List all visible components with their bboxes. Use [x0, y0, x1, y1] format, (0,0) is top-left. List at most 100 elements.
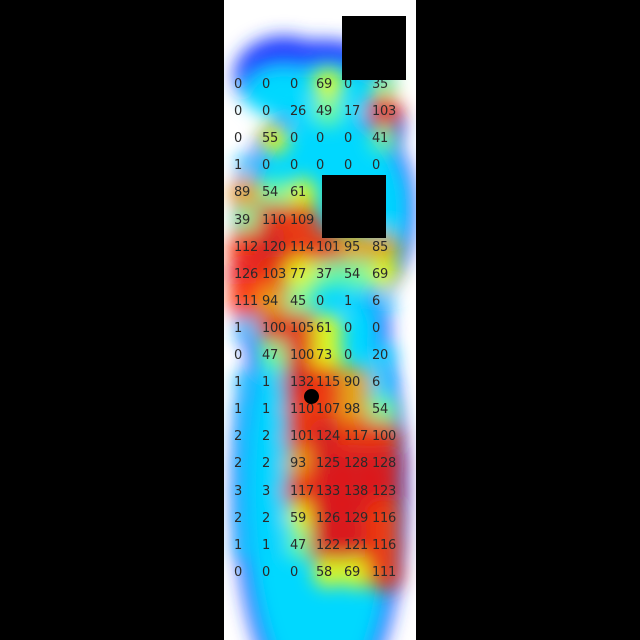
pressure-blob [340, 556, 372, 589]
pressure-value: 49 [316, 104, 332, 120]
pressure-blob [314, 261, 342, 289]
pressure-value: 73 [316, 348, 332, 363]
pressure-value: 89 [234, 185, 250, 201]
pressure-value: 110 [290, 402, 314, 418]
pressure-blob [365, 93, 403, 131]
pressure-blob [262, 426, 286, 449]
pressure-value: 1 [234, 375, 242, 391]
pressure-blob [308, 525, 348, 566]
pressure-value: 2 [234, 429, 242, 445]
redaction-box-middle [322, 175, 386, 238]
pressure-blob [372, 290, 396, 314]
pressure-value: 3 [262, 483, 270, 499]
pressure-value: 98 [344, 402, 360, 418]
pressure-value: 0 [372, 320, 380, 336]
pressure-value: 0 [262, 158, 270, 174]
pressure-blob [234, 372, 258, 395]
pressure-value: 107 [316, 402, 340, 418]
pressure-value: 0 [290, 158, 298, 174]
pressure-value: 111 [372, 564, 396, 580]
pressure-blob [287, 287, 317, 317]
pressure-value: 1 [262, 537, 270, 553]
pressure-value: 37 [316, 266, 332, 282]
pressure-value: 105 [290, 320, 314, 336]
pressure-value: 0 [372, 158, 380, 174]
pressure-blob [259, 178, 289, 209]
pressure-value: 0 [234, 77, 242, 92]
pressure-value: 45 [290, 293, 306, 309]
pressure-blob [366, 230, 402, 265]
pressure-blob [338, 365, 374, 401]
pressure-value: 54 [344, 266, 360, 282]
pressure-blob [289, 99, 315, 125]
pressure-blob [283, 310, 321, 348]
pressure-value: 124 [316, 429, 340, 445]
pressure-value: 0 [344, 77, 352, 92]
pressure-value: 123 [372, 483, 396, 499]
pressure-value: 126 [316, 510, 340, 526]
pressure-blob [364, 471, 404, 512]
pressure-value: 0 [262, 104, 270, 120]
pressure-value: 125 [316, 456, 340, 472]
pressure-value: 0 [316, 293, 324, 309]
pressure-blob [343, 99, 369, 125]
pressure-value: 128 [372, 456, 396, 472]
pressure-blob [262, 507, 286, 530]
pressure-value: 55 [262, 131, 278, 147]
pressure-blob [312, 557, 344, 588]
redaction-box-top [342, 16, 406, 80]
pressure-value: 69 [372, 266, 388, 282]
pressure-value: 100 [262, 320, 286, 336]
pressure-blob [234, 317, 258, 340]
pressure-blob [309, 229, 347, 266]
pressure-blob [312, 69, 344, 101]
pressure-value: 54 [372, 402, 388, 418]
pressure-blob [234, 507, 258, 530]
pressure-value: 93 [290, 456, 306, 472]
pressure-value: 112 [234, 239, 258, 255]
pressure-blob [234, 399, 258, 422]
pressure-value: 20 [372, 348, 388, 363]
pressure-value: 0 [344, 131, 352, 147]
pressure-value: 0 [234, 104, 242, 120]
pressure-value: 133 [316, 483, 340, 499]
pressure-value: 2 [262, 456, 270, 472]
pressure-value: 122 [316, 537, 340, 553]
pressure-value: 1 [262, 402, 270, 418]
pressure-blob [344, 290, 368, 313]
heatmap-panel: 0006903500264917103055000411000008954618… [224, 0, 416, 640]
pressure-blob [255, 310, 293, 348]
pressure-value: 103 [262, 266, 286, 282]
pressure-value: 0 [316, 131, 324, 147]
pressure-value: 126 [234, 266, 258, 282]
pressure-blob [259, 124, 289, 155]
pressure-value: 0 [316, 158, 324, 174]
pressure-blob [364, 526, 404, 565]
marker-dot [304, 389, 319, 404]
pressure-blob [232, 206, 260, 235]
pressure-value: 117 [344, 429, 368, 445]
pressure-blob [256, 284, 292, 320]
pressure-value: 69 [344, 564, 360, 580]
pressure-value: 116 [372, 510, 396, 526]
pressure-blob [234, 453, 258, 476]
pressure-value: 0 [262, 77, 270, 92]
pressure-value: 6 [372, 375, 380, 391]
pressure-value: 1 [234, 320, 242, 336]
pressure-value: 0 [234, 131, 242, 147]
pressure-blob [285, 258, 319, 292]
pressure-value: 120 [262, 239, 286, 255]
pressure-value: 0 [344, 158, 352, 174]
pressure-blob [336, 526, 376, 566]
pressure-blob [234, 480, 258, 503]
pressure-blob [262, 534, 286, 557]
pressure-value: 0 [290, 77, 298, 92]
pressure-blob [254, 228, 294, 268]
pressure-value: 0 [290, 564, 298, 580]
pressure-blob [365, 419, 403, 456]
pressure-value: 17 [344, 104, 360, 120]
pressure-blob [228, 176, 264, 211]
pressure-value: 47 [262, 348, 278, 363]
pressure-value: 61 [290, 185, 306, 201]
pressure-value: 0 [234, 564, 242, 580]
